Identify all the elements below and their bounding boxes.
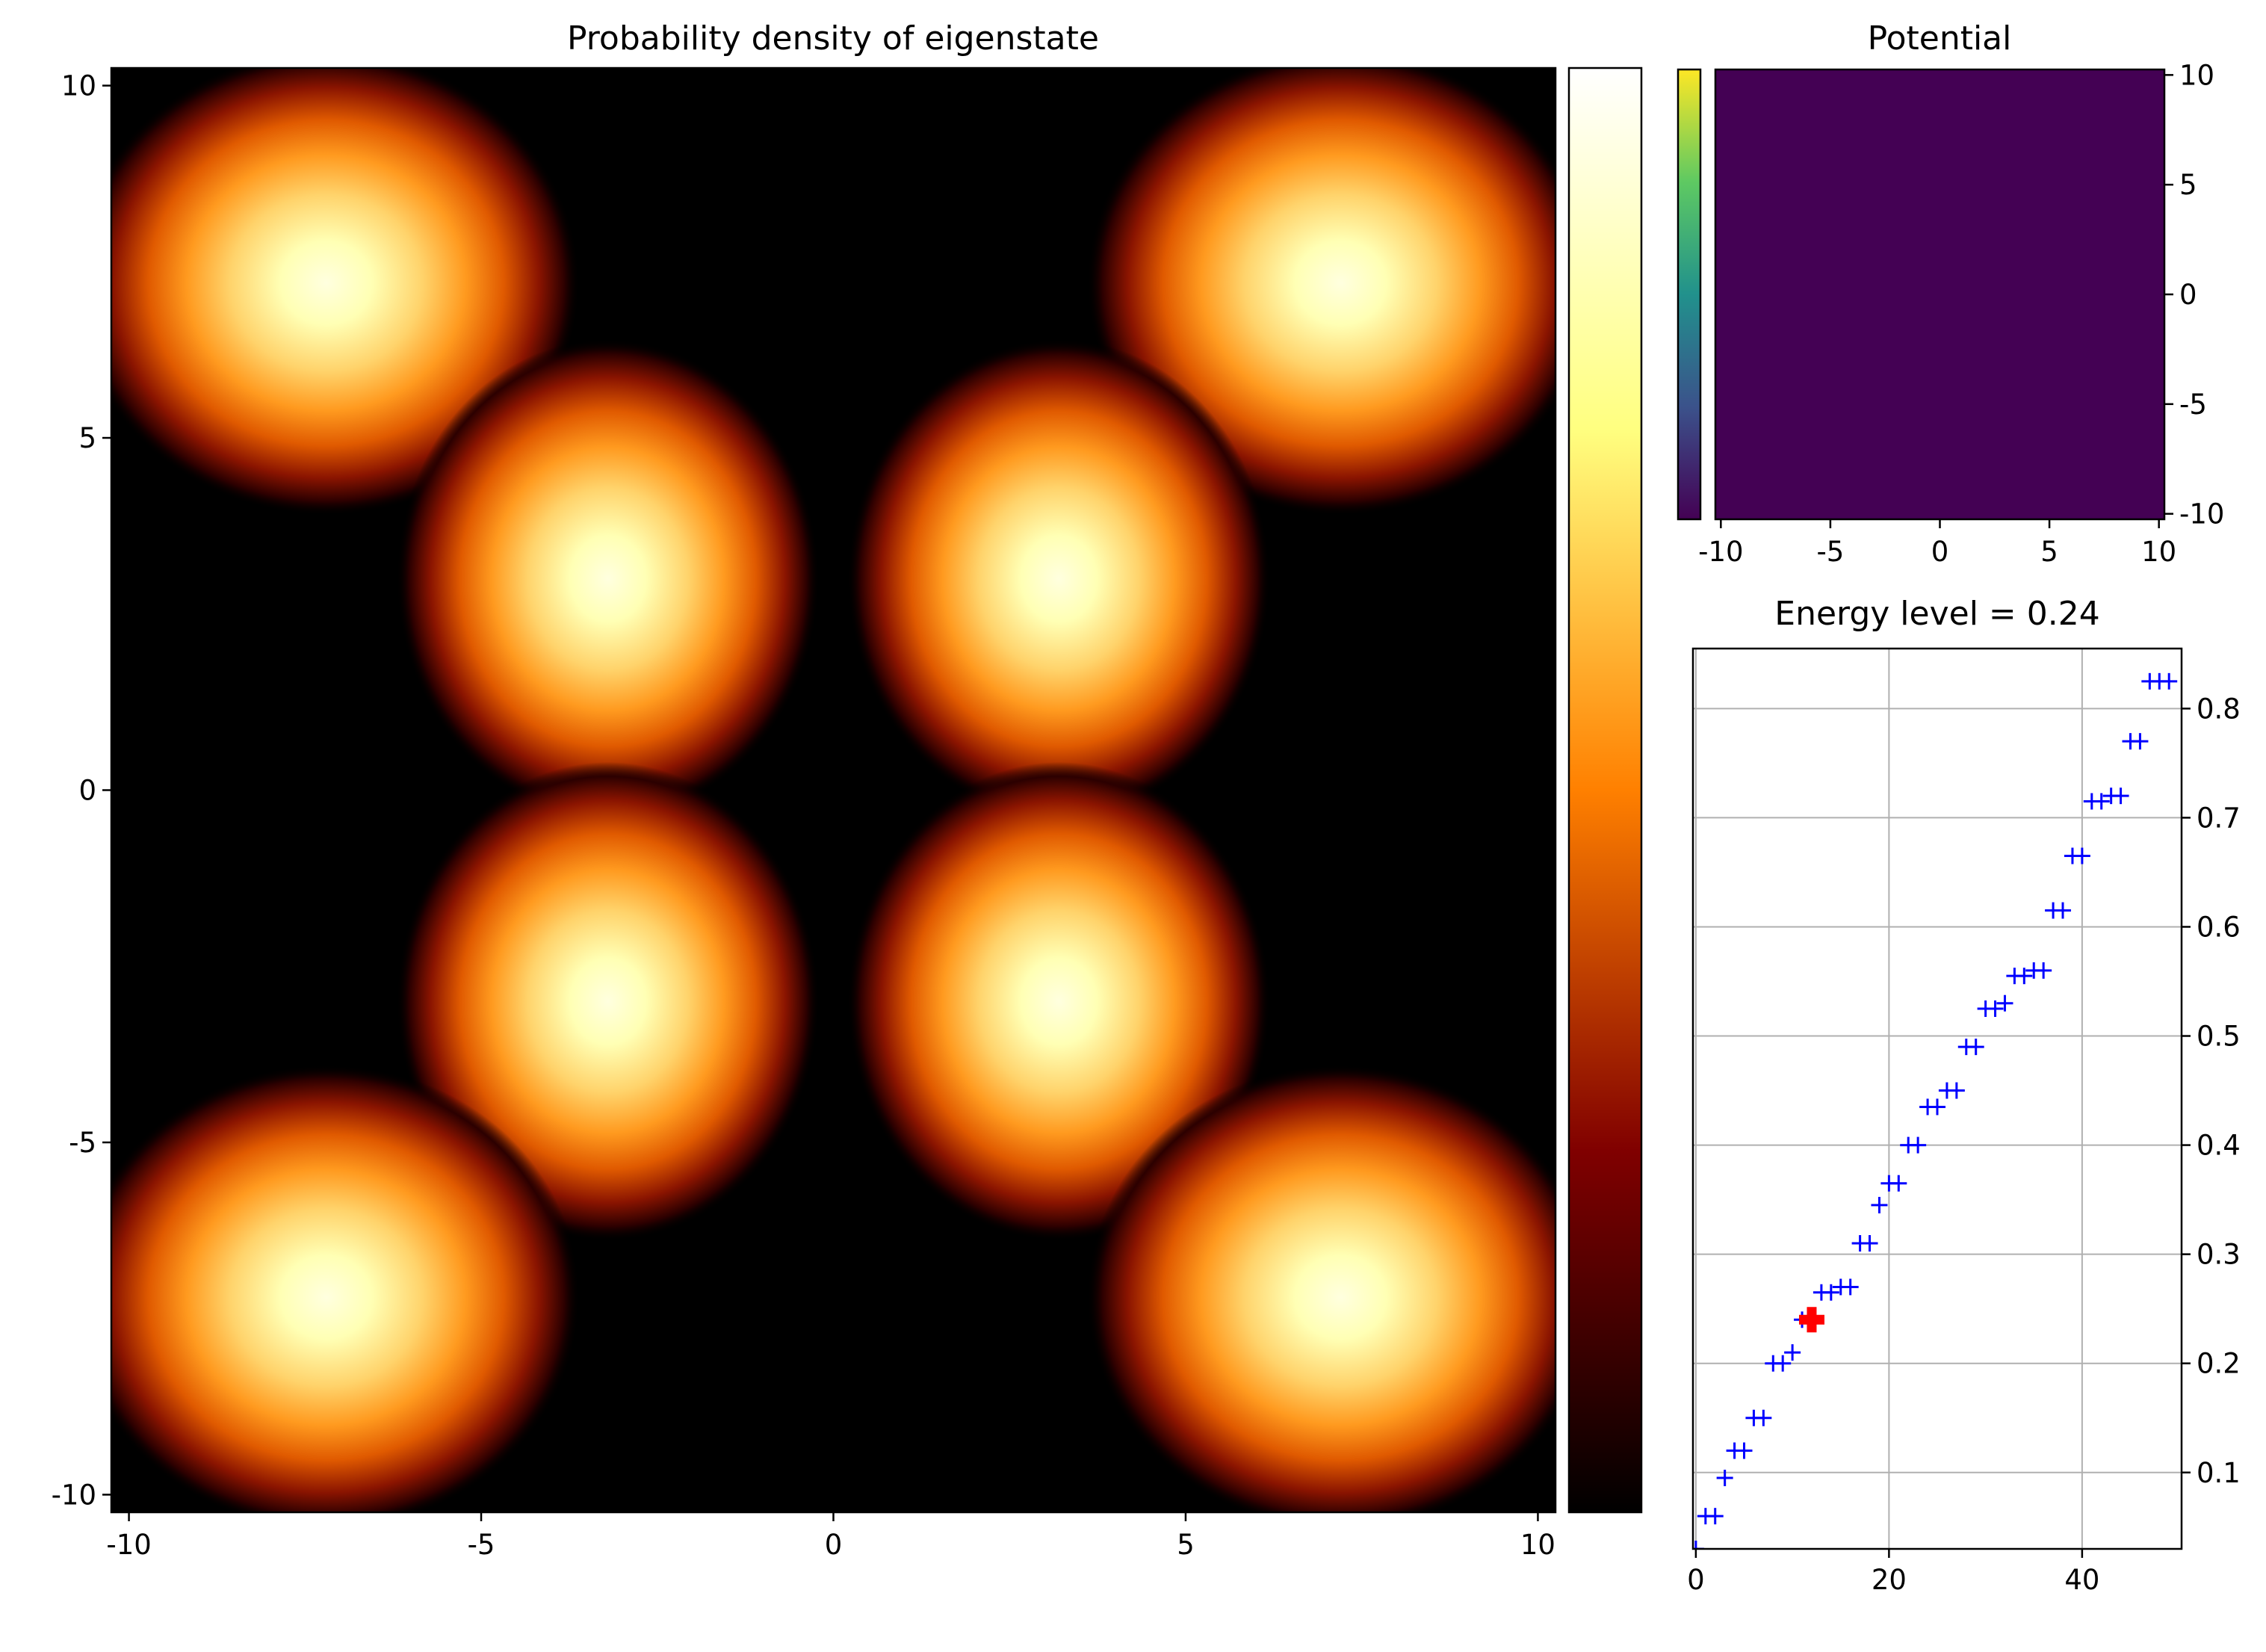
energy-level-marker: [1967, 1039, 1984, 1056]
energy-level-marker: [2112, 788, 2129, 805]
energy-y-tick-label: 0.1: [2197, 1457, 2241, 1489]
potential-field: [1714, 68, 2166, 521]
density-lobe: [396, 761, 820, 1241]
density-x-tick-label: 10: [1520, 1529, 1555, 1561]
energy-y-tick-label: 0.5: [2197, 1021, 2241, 1053]
density-x-tick-label: 0: [825, 1529, 843, 1561]
energy-title: Energy level = 0.24: [1774, 595, 2099, 633]
energy-level-marker: [1987, 1000, 2004, 1017]
potential-y-tick-label: 10: [2179, 59, 2214, 91]
energy-level-marker: [1842, 1278, 1859, 1296]
energy-x-tick-label: 0: [1687, 1564, 1705, 1596]
current-energy-marker: [1798, 1307, 1824, 1333]
potential-y-tick-label: -5: [2179, 389, 2207, 421]
density-y-tick-label: -5: [69, 1127, 96, 1159]
energy-level-marker: [2055, 902, 2072, 919]
energy-plot-frame: [1691, 647, 2183, 1550]
energy-x-tick-label: 40: [2064, 1564, 2099, 1596]
density-x-tick-label: -10: [106, 1529, 151, 1561]
energy-axes: 0 20 40 0.1 0.2 0.3 0.4 0.5 0.6 0.7 0.8: [1687, 693, 2241, 1596]
energy-level-marker: [1784, 1344, 1801, 1361]
potential-y-tick-label: -10: [2179, 498, 2224, 530]
energy-level-marker: [1716, 1470, 1733, 1487]
energy-level-marker: [1693, 1541, 1704, 1549]
potential-title: Potential: [1868, 19, 2012, 58]
potential-x-tick-label: 10: [2141, 536, 2176, 568]
density-y-tick-label: 0: [78, 775, 96, 807]
density-lobes: [111, 68, 1555, 1512]
energy-level-marker: [2161, 672, 2178, 690]
energy-x-tick-label: 20: [1872, 1564, 1907, 1596]
potential-y-tick-label: 5: [2179, 169, 2197, 201]
density-lobe: [1087, 1065, 1555, 1512]
energy-level-marker: [1736, 1442, 1753, 1459]
energy-level-marker: [1910, 1136, 1927, 1154]
energy-level-marker: [2132, 733, 2149, 750]
energy-points: [1693, 672, 2178, 1549]
potential-x-tick-label: 5: [2040, 536, 2058, 568]
density-lobe: [111, 1065, 580, 1512]
energy-y-tick-label: 0.4: [2197, 1130, 2241, 1162]
density-axes: -10 -5 0 5 10 10 5 0 -5 -10: [52, 70, 1555, 1561]
density-y-tick-label: 5: [78, 422, 96, 454]
density-lobe: [847, 761, 1271, 1241]
density-lobe: [396, 339, 820, 819]
potential-axes: -10 -5 0 5 10 10 5 0 -5 -10: [1698, 59, 2224, 568]
energy-y-tick-label: 0.7: [2197, 802, 2241, 834]
energy-level-marker: [1774, 1355, 1792, 1372]
density-lobe: [111, 68, 580, 516]
energy-level-marker: [2073, 847, 2090, 864]
energy-level-marker: [1755, 1409, 1772, 1426]
energy-level-marker: [1706, 1508, 1724, 1525]
density-y-tick-label: 10: [61, 70, 96, 102]
energy-y-tick-label: 0.2: [2197, 1348, 2241, 1380]
energy-level-marker: [1890, 1175, 1907, 1192]
density-lobe: [1087, 68, 1555, 516]
potential-x-tick-label: 0: [1931, 536, 1949, 568]
energy-level-marker: [2035, 962, 2052, 979]
density-y-tick-label: -10: [52, 1479, 96, 1511]
energy-level-marker: [1948, 1082, 1965, 1099]
energy-y-tick-label: 0.6: [2197, 911, 2241, 943]
density-title: Probability density of eigenstate: [567, 19, 1099, 58]
potential-colorbar: [1677, 68, 1702, 521]
density-lobe: [847, 339, 1271, 819]
energy-level-marker: [1996, 994, 2013, 1012]
density-x-tick-label: -5: [468, 1529, 495, 1561]
density-x-tick-label: 5: [1177, 1529, 1195, 1561]
potential-x-tick-label: -5: [1816, 536, 1844, 568]
energy-level-marker: [1822, 1284, 1839, 1301]
energy-level-marker: [1929, 1098, 1945, 1116]
density-colorbar: [1567, 66, 1643, 1514]
energy-level-marker: [2093, 793, 2110, 810]
energy-y-tick-label: 0.8: [2197, 693, 2241, 725]
energy-y-tick-label: 0.3: [2197, 1239, 2241, 1271]
potential-y-tick-label: 0: [2179, 279, 2197, 311]
potential-x-tick-label: -10: [1698, 536, 1743, 568]
energy-level-marker: [2016, 968, 2033, 985]
energy-level-marker: [1861, 1235, 1878, 1252]
energy-grid: [1693, 649, 2182, 1549]
energy-level-marker: [1871, 1196, 1888, 1213]
